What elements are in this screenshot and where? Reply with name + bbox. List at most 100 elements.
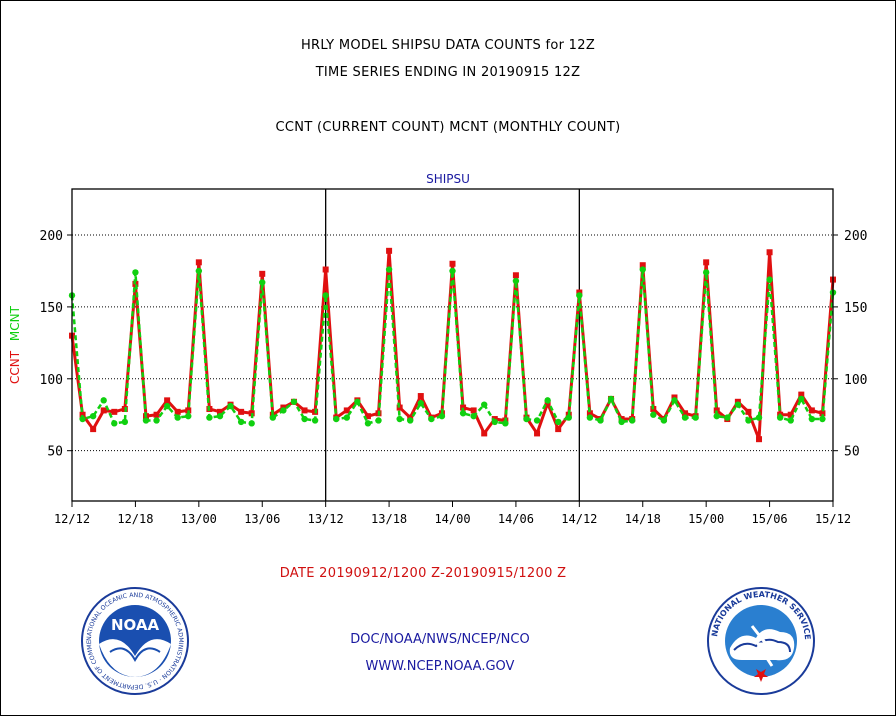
- point-mcnt: [713, 412, 720, 420]
- point-mcnt: [354, 398, 361, 405]
- point-mcnt: [734, 401, 742, 408]
- y-axis-label: CCNT MCNT: [8, 305, 22, 384]
- ytick-label-right: 150: [844, 301, 867, 316]
- xtick-label: 14/18: [625, 512, 661, 526]
- point-ccnt: [481, 430, 488, 437]
- xtick-label: 13/12: [308, 512, 344, 526]
- point-mcnt: [798, 395, 805, 403]
- ytick-label-left: 200: [40, 229, 63, 244]
- point-ccnt: [534, 430, 541, 437]
- point-mcnt: [185, 412, 192, 420]
- xtick-label: 14/00: [434, 512, 470, 526]
- point-mcnt: [206, 414, 213, 421]
- point-mcnt: [755, 414, 763, 421]
- point-mcnt: [576, 292, 583, 299]
- noaa-logo-icon: NATIONAL OCEANIC AND ATMOSPHERIC ADMINIS…: [80, 586, 189, 695]
- ylabel-ccnt: CCNT: [8, 350, 22, 384]
- point-ccnt: [766, 249, 773, 256]
- credit-text: DOC/NOAA/NWS/NCEP/NCO: [350, 632, 530, 647]
- point-mcnt: [121, 418, 129, 426]
- point-mcnt: [808, 415, 816, 423]
- point-ccnt: [195, 259, 202, 266]
- point-mcnt: [438, 412, 446, 420]
- point-ccnt: [90, 426, 97, 433]
- point-mcnt: [248, 420, 255, 427]
- point-ccnt: [164, 397, 171, 404]
- point-ccnt: [819, 410, 826, 417]
- point-ccnt: [555, 426, 562, 433]
- plot-border: [71, 188, 834, 502]
- point-mcnt: [385, 266, 393, 273]
- website-link[interactable]: WWW.NCEP.NOAA.GOV: [365, 659, 515, 674]
- point-mcnt: [216, 412, 224, 420]
- xtick-label: 13/18: [371, 512, 407, 526]
- point-ccnt: [174, 408, 181, 415]
- point-mcnt: [523, 415, 530, 423]
- axis-ticks: 50 50 100 100 150 150 200 200 12/12 12/18 13/00 13/…: [40, 229, 868, 526]
- point-mcnt: [544, 397, 551, 404]
- point-mcnt: [618, 418, 625, 426]
- point-mcnt: [195, 267, 203, 275]
- point-mcnt: [153, 417, 160, 424]
- point-mcnt: [174, 414, 181, 421]
- series-group: [68, 247, 837, 443]
- point-mcnt: [396, 415, 403, 423]
- ylabel-mcnt: MCNT: [8, 305, 22, 345]
- point-ccnt: [756, 436, 763, 443]
- point-mcnt: [681, 414, 689, 421]
- point-mcnt: [787, 417, 794, 424]
- xtick-label: 12/12: [54, 512, 90, 526]
- point-ccnt: [713, 407, 720, 414]
- point-mcnt: [660, 417, 668, 424]
- point-ccnt: [460, 404, 467, 411]
- point-mcnt: [290, 398, 298, 405]
- point-ccnt: [216, 408, 223, 415]
- noaa-logo-text: NOAA: [111, 616, 160, 634]
- nws-logo-icon: NATIONAL WEATHER SERVICE: [707, 587, 815, 695]
- ytick-label-right: 100: [844, 373, 867, 388]
- xtick-label: 14/12: [561, 512, 597, 526]
- point-mcnt: [481, 401, 488, 408]
- point-mcnt: [586, 414, 594, 421]
- point-mcnt: [491, 418, 498, 426]
- point-ccnt: [322, 266, 329, 273]
- point-ccnt: [111, 408, 118, 415]
- point-ccnt: [238, 408, 245, 415]
- point-ccnt: [449, 260, 456, 267]
- ytick-label-left: 100: [40, 373, 63, 388]
- xtick-label: 13/00: [181, 512, 217, 526]
- point-ccnt: [259, 270, 266, 277]
- point-mcnt: [343, 414, 351, 421]
- point-mcnt: [470, 412, 477, 420]
- point-ccnt: [100, 407, 107, 414]
- point-mcnt: [428, 415, 435, 423]
- point-mcnt: [407, 417, 414, 424]
- point-mcnt: [597, 417, 604, 424]
- point-mcnt: [776, 414, 784, 421]
- point-ccnt: [682, 410, 689, 417]
- point-mcnt: [639, 266, 646, 273]
- ytick-label-right: 200: [844, 229, 867, 244]
- point-mcnt: [533, 417, 541, 424]
- point-ccnt: [703, 259, 710, 266]
- xtick-label: 12/18: [117, 512, 153, 526]
- plot-title: SHIPSU: [426, 172, 470, 186]
- point-ccnt: [512, 272, 519, 279]
- point-mcnt: [79, 415, 86, 423]
- day-dividers: [325, 189, 580, 501]
- point-mcnt: [89, 412, 97, 420]
- point-mcnt: [692, 414, 699, 421]
- point-mcnt: [322, 292, 329, 299]
- point-mcnt: [417, 400, 424, 407]
- chart-title: HRLY MODEL SHIPSU DATA COUNTS for 12Z: [300, 38, 596, 53]
- ytick-label-left: 50: [47, 445, 63, 460]
- point-ccnt: [153, 411, 160, 418]
- xtick-label: 15/00: [688, 512, 724, 526]
- point-mcnt: [702, 269, 710, 276]
- point-ccnt: [386, 247, 393, 254]
- ytick-label-right: 50: [844, 445, 860, 460]
- point-mcnt: [311, 417, 319, 424]
- xtick-label: 14/06: [498, 512, 534, 526]
- point-mcnt: [819, 415, 826, 423]
